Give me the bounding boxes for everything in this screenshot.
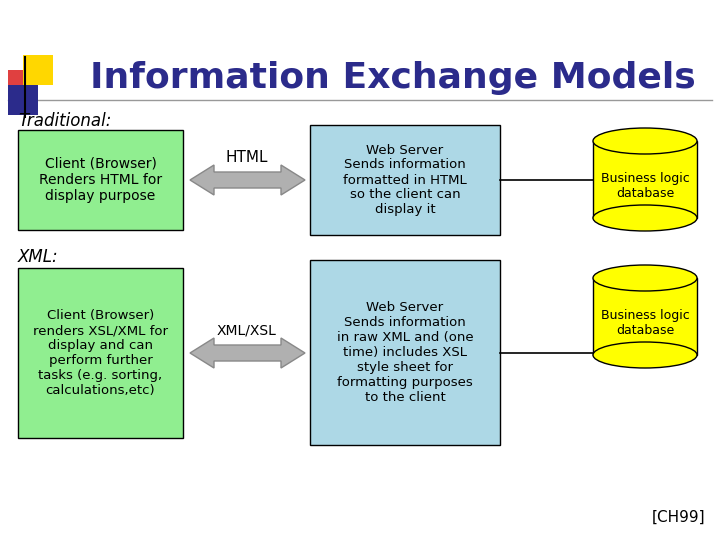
Polygon shape: [190, 165, 305, 195]
Text: XML/XSL: XML/XSL: [217, 324, 277, 338]
Ellipse shape: [593, 265, 697, 291]
Text: Web Server
Sends information
formatted in HTML
so the client can
display it: Web Server Sends information formatted i…: [343, 144, 467, 217]
Text: Business logic
database: Business logic database: [600, 309, 689, 337]
Text: [CH99]: [CH99]: [652, 510, 705, 525]
Polygon shape: [593, 278, 697, 355]
Text: Web Server
Sends information
in raw XML and (one
time) includes XSL
style sheet : Web Server Sends information in raw XML …: [337, 301, 473, 404]
Text: Information Exchange Models: Information Exchange Models: [90, 61, 696, 95]
Polygon shape: [593, 141, 697, 218]
Ellipse shape: [593, 205, 697, 231]
FancyBboxPatch shape: [310, 260, 500, 445]
Text: XML:: XML:: [18, 248, 58, 266]
FancyBboxPatch shape: [23, 55, 53, 85]
Text: Business logic
database: Business logic database: [600, 172, 689, 200]
FancyBboxPatch shape: [8, 70, 38, 100]
Ellipse shape: [593, 342, 697, 368]
FancyBboxPatch shape: [18, 268, 183, 438]
Ellipse shape: [593, 128, 697, 154]
Text: Client (Browser)
Renders HTML for
display purpose: Client (Browser) Renders HTML for displa…: [39, 157, 162, 203]
Text: Client (Browser)
renders XSL/XML for
display and can
perform further
tasks (e.g.: Client (Browser) renders XSL/XML for dis…: [33, 309, 168, 397]
FancyBboxPatch shape: [310, 125, 500, 235]
Text: HTML: HTML: [226, 151, 269, 165]
Polygon shape: [190, 338, 305, 368]
FancyBboxPatch shape: [8, 85, 38, 115]
Text: Traditional:: Traditional:: [18, 112, 112, 130]
FancyBboxPatch shape: [18, 130, 183, 230]
